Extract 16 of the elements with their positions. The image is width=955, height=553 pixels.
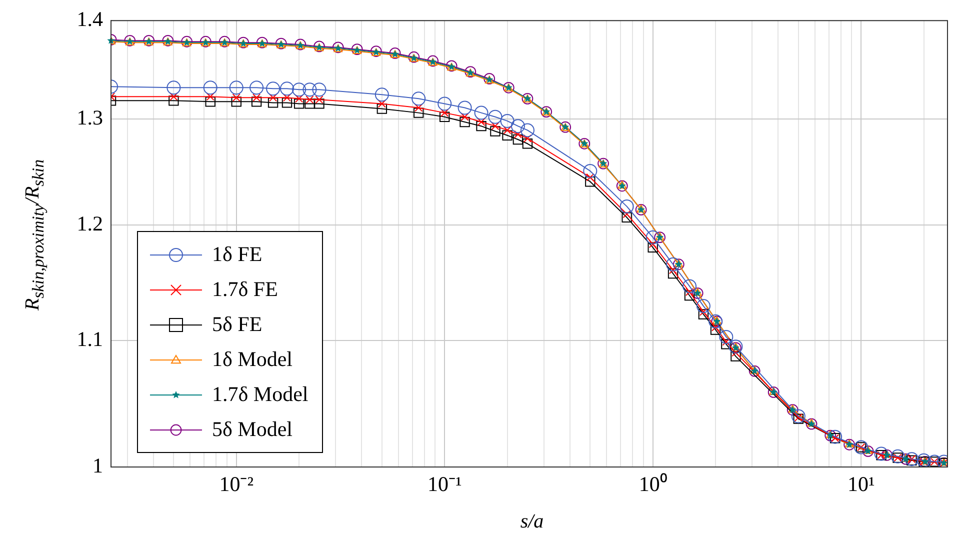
legend-label: 1δ FE: [212, 242, 262, 267]
y-tick-label: 1.2: [76, 212, 103, 236]
legend-label: 1δ Model: [212, 347, 292, 372]
y-tick-label: 1.3: [76, 105, 103, 130]
x-tick-label: 10⁰: [638, 472, 667, 496]
y-tick-label: 1.1: [76, 327, 103, 352]
y-tick-label: 1: [92, 454, 103, 478]
x-tick-label: 10⁻¹: [427, 472, 462, 496]
x-tick-label: 10⁻²: [219, 472, 254, 496]
x-tick-label: 10¹: [847, 472, 875, 496]
legend-label: 5δ FE: [212, 312, 262, 337]
legend-label: 1.7δ Model: [212, 382, 308, 407]
legend-label: 5δ Model: [212, 417, 292, 442]
y-tick-label: 1.4: [76, 7, 104, 32]
legend-label: 1.7δ FE: [212, 277, 278, 302]
x-axis-title: s/a: [520, 510, 544, 534]
